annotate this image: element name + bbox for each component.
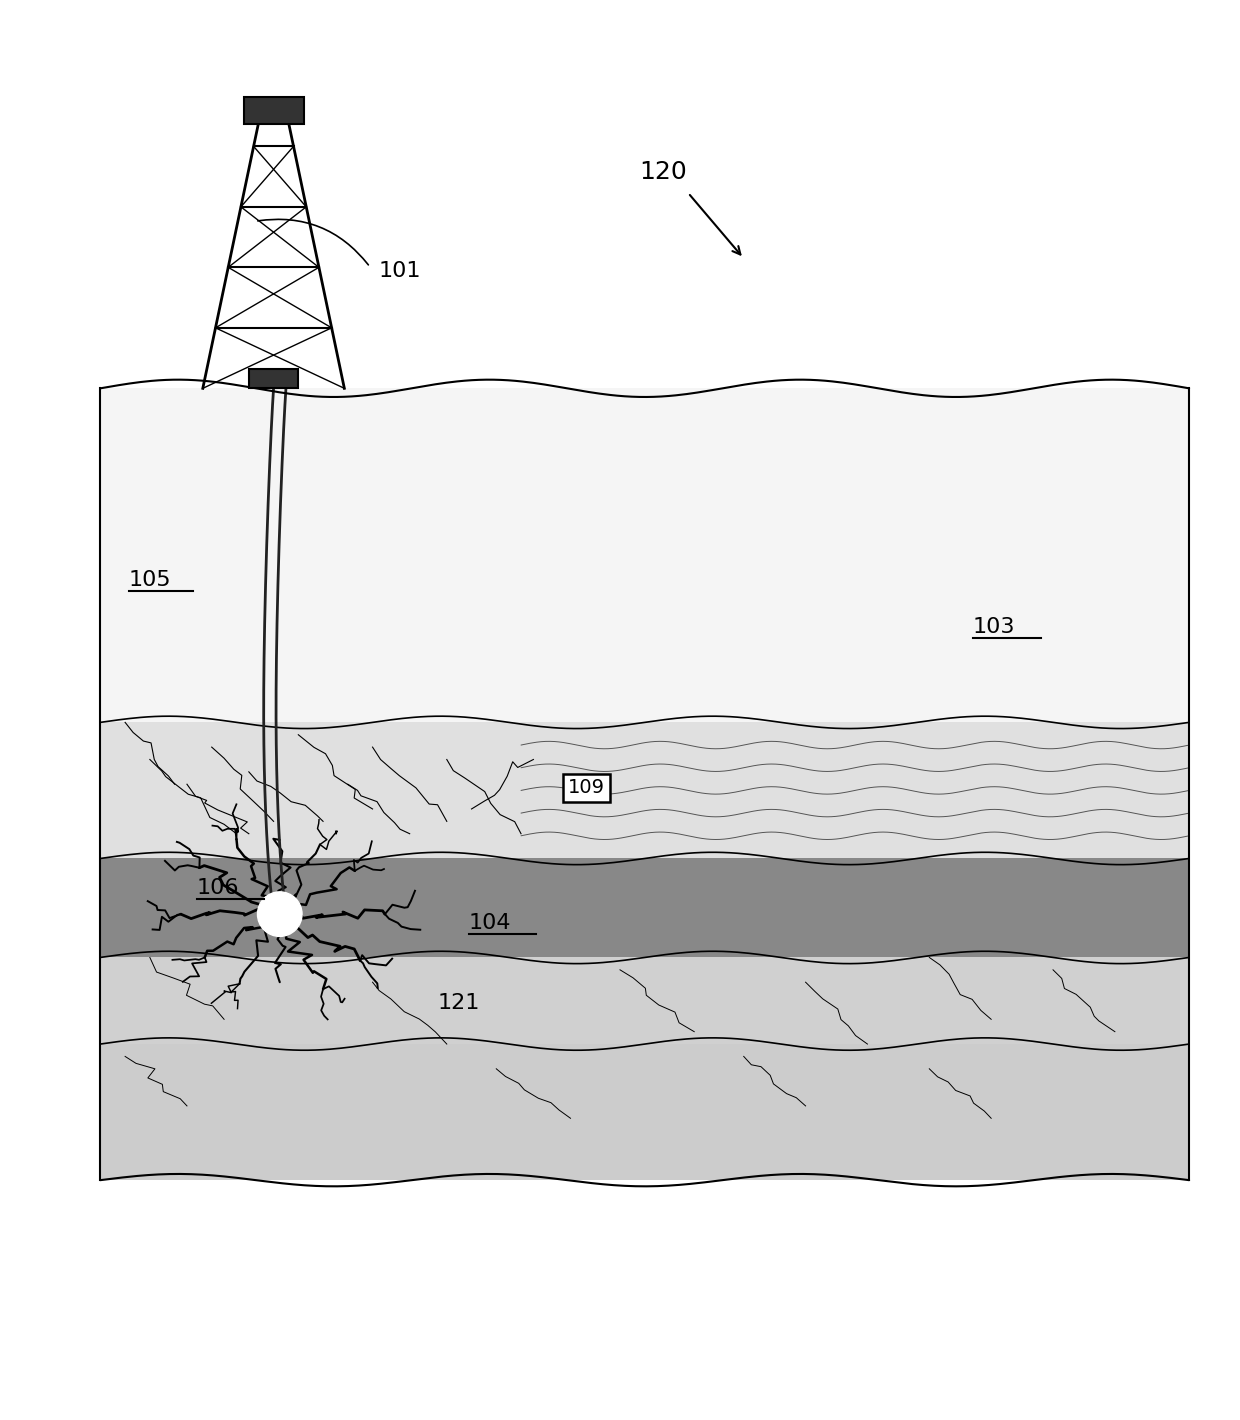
Text: 106: 106 — [197, 878, 239, 899]
Polygon shape — [100, 388, 1189, 723]
Text: 121: 121 — [438, 993, 480, 1014]
Text: 101: 101 — [378, 261, 422, 281]
Text: 120: 120 — [640, 160, 687, 183]
Text: 104: 104 — [469, 913, 512, 933]
Polygon shape — [100, 859, 1189, 957]
Polygon shape — [100, 723, 1189, 859]
Polygon shape — [100, 957, 1189, 1044]
Text: 103: 103 — [972, 618, 1016, 638]
Bar — [243, 97, 304, 125]
Text: 109: 109 — [568, 778, 605, 798]
Polygon shape — [100, 1044, 1189, 1180]
Circle shape — [258, 892, 303, 936]
Bar — [249, 369, 298, 388]
Text: 105: 105 — [129, 569, 171, 591]
